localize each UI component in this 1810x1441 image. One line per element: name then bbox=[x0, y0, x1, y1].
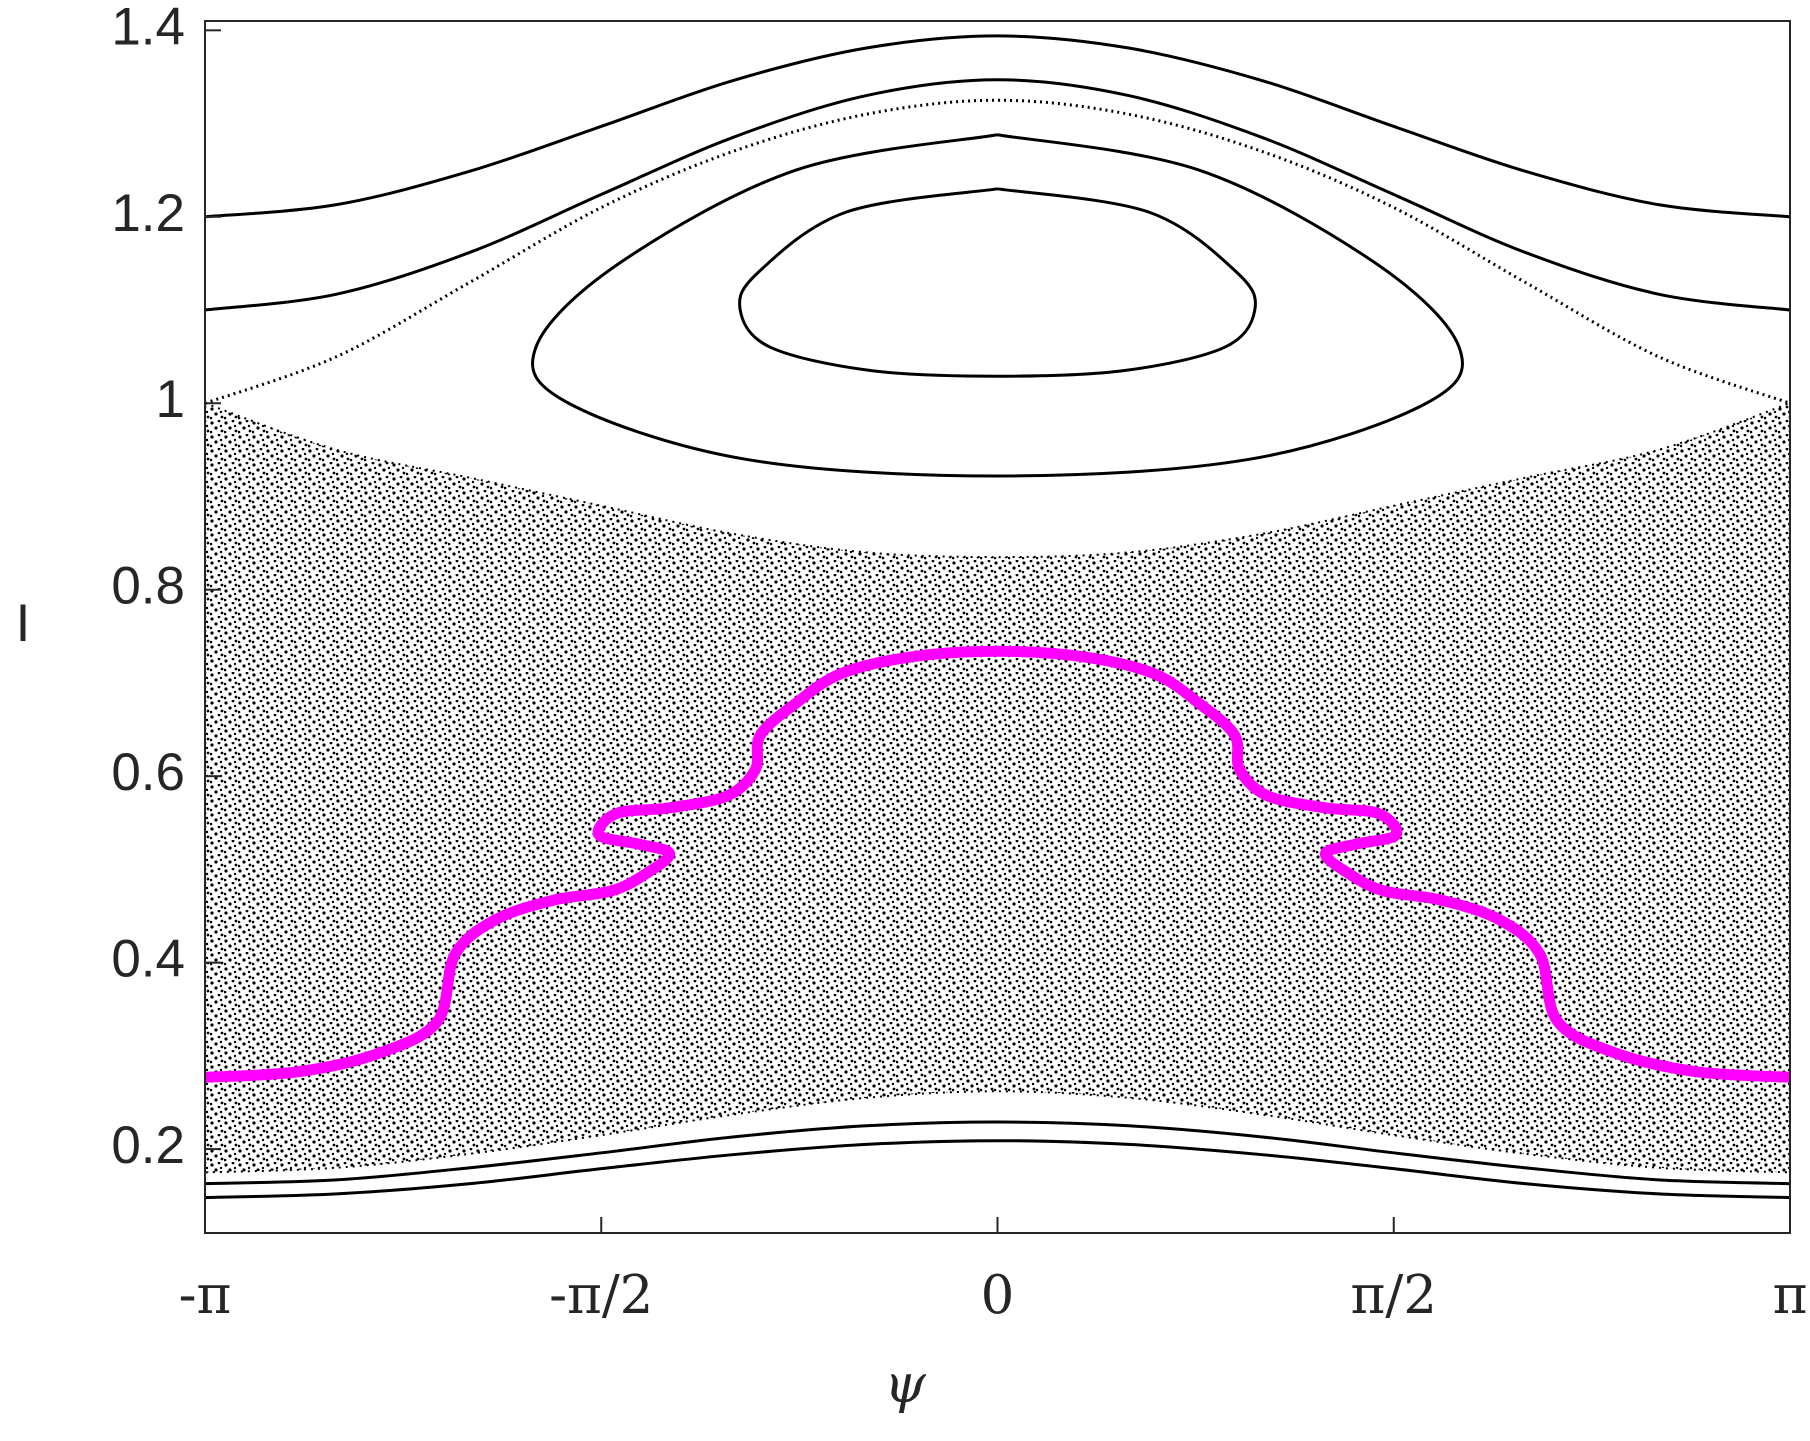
x-axis-label: ψ bbox=[884, 1354, 926, 1415]
x-tick-label: π bbox=[1773, 1265, 1808, 1326]
y-tick-label: 0.6 bbox=[111, 743, 185, 802]
y-tick-label: 1 bbox=[156, 370, 185, 429]
y-tick-label: 1.4 bbox=[111, 0, 185, 56]
orbit bbox=[205, 1139, 1790, 1200]
orbit bbox=[205, 98, 1790, 405]
x-tick-label: π/2 bbox=[1351, 1265, 1437, 1326]
orbit bbox=[531, 133, 1464, 478]
plot-area bbox=[205, 34, 1790, 1200]
trajectory bbox=[205, 645, 1790, 1083]
orbit bbox=[205, 1120, 1790, 1186]
orbit bbox=[205, 78, 1790, 312]
orbit bbox=[205, 34, 1790, 219]
x-tick-label: 0 bbox=[981, 1265, 1015, 1326]
y-tick-label: 1.2 bbox=[111, 184, 185, 243]
orbit bbox=[738, 187, 1257, 378]
y-axis-label: I bbox=[16, 594, 31, 653]
chaotic-sea bbox=[205, 402, 1790, 1174]
y-tick-label: 0.4 bbox=[111, 930, 185, 989]
y-tick-label: 0.8 bbox=[111, 557, 185, 616]
x-tick-label: -π/2 bbox=[549, 1265, 653, 1326]
y-tick-label: 0.2 bbox=[111, 1116, 185, 1175]
x-tick-label: -π bbox=[179, 1265, 232, 1326]
